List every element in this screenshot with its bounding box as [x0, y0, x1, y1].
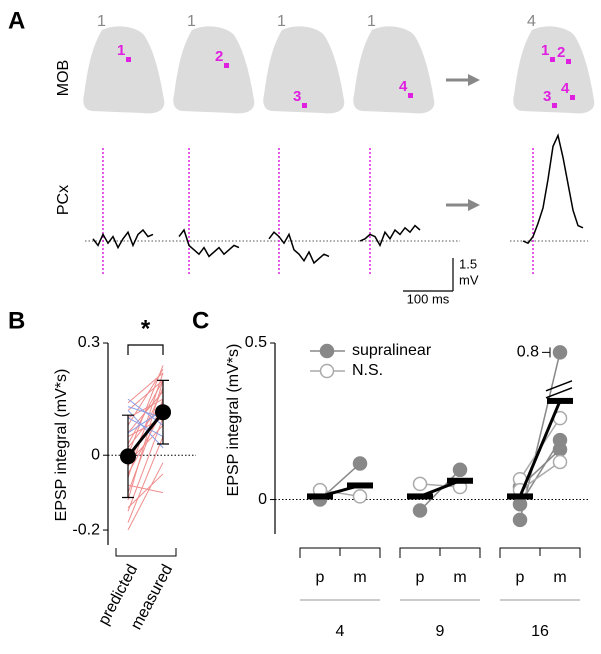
point	[412, 476, 428, 492]
legend-marker	[319, 343, 335, 359]
panel-label: C	[192, 307, 209, 334]
paired-line	[127, 417, 164, 437]
break-tick	[542, 347, 551, 358]
mean-point	[155, 404, 171, 421]
stim-count: 1	[367, 13, 376, 30]
stim-spot	[550, 57, 555, 62]
y-tick-label: 0	[258, 491, 267, 508]
mean-bar	[307, 493, 333, 500]
stim-spot	[408, 93, 413, 98]
spot-label: 3	[293, 88, 301, 105]
arrows	[446, 74, 480, 211]
bulb-outline	[353, 26, 435, 114]
point	[352, 489, 368, 504]
legend-label: supralinear	[352, 342, 432, 359]
stim-count: 1	[97, 13, 106, 30]
y-axis-label: EPSP integral (mV*s)	[53, 369, 70, 522]
group-bracket	[299, 547, 381, 558]
bulb-outline	[263, 26, 345, 114]
point	[452, 462, 468, 478]
group-label: 4	[336, 623, 345, 640]
mean-bar	[347, 482, 373, 489]
mean-point	[120, 448, 136, 465]
stim-spot	[302, 103, 307, 108]
row-label: MOB	[55, 60, 72, 96]
bulb-outline	[513, 26, 595, 114]
y-tick-label: 0	[91, 446, 100, 463]
spot-label: 3	[543, 88, 551, 105]
stim-count: 1	[187, 13, 196, 30]
trace	[92, 228, 154, 250]
stim-spot	[566, 59, 571, 64]
paired-line	[127, 484, 164, 494]
trace	[522, 133, 584, 245]
paired-line	[519, 461, 561, 491]
spot-label: 2	[215, 48, 223, 65]
point	[552, 442, 568, 457]
bulb-outline	[83, 26, 165, 114]
spot-label: 4	[561, 80, 570, 97]
group-label: 9	[436, 623, 445, 640]
stim-spot	[552, 103, 557, 108]
point	[552, 454, 568, 470]
stim-count: 1	[277, 13, 286, 30]
trace	[268, 231, 330, 265]
x-tick-label: m	[353, 569, 366, 586]
scalebar-label: mV	[459, 272, 479, 287]
x-tick-label: m	[553, 569, 566, 586]
break-tick-label: 0.8	[517, 344, 539, 361]
scalebar-label: 1.5	[459, 256, 477, 271]
mean-bar	[547, 397, 573, 404]
x-tick-label: p	[416, 569, 425, 586]
legend-label: N.S.	[352, 362, 383, 379]
category-axis	[115, 548, 177, 557]
group-bracket	[399, 547, 481, 558]
group-bracket	[499, 547, 581, 558]
mean-bar	[507, 493, 533, 500]
stim-spot	[224, 63, 229, 68]
spot-label: 4	[399, 78, 408, 95]
point	[412, 503, 428, 518]
point	[512, 512, 528, 528]
bulb-outline	[173, 26, 255, 114]
point	[512, 497, 528, 512]
paired-line	[127, 462, 164, 531]
x-tick-label: p	[516, 569, 525, 586]
paired-line	[127, 409, 164, 449]
legend-marker	[319, 363, 335, 379]
y-axis-label: EPSP integral (mV*s)	[225, 344, 242, 497]
y-tick-label: 0.5	[245, 334, 267, 351]
y-tick-label: 0.3	[78, 334, 100, 351]
panel-label: B	[8, 307, 25, 334]
significance-bracket	[127, 344, 164, 355]
mean-bar	[447, 477, 473, 484]
stim-spot	[126, 57, 131, 62]
stim-count: 4	[527, 13, 536, 30]
row-label: PCx	[55, 185, 72, 215]
paired-line	[127, 436, 164, 523]
panel-label: A	[8, 7, 25, 34]
paired-line	[127, 473, 164, 508]
x-tick-label: m	[453, 569, 466, 586]
significance: *	[141, 315, 151, 342]
mean-line	[518, 400, 562, 498]
y-tick-label: -0.2	[72, 521, 100, 538]
paired-line	[127, 372, 164, 404]
stim-spot	[570, 95, 575, 100]
mean-line	[126, 411, 165, 458]
paired-line	[127, 380, 164, 411]
trace	[178, 228, 240, 258]
mean-bar	[407, 493, 433, 500]
spot-label: 2	[557, 44, 565, 61]
x-tick-label: p	[316, 569, 325, 586]
trace	[359, 224, 421, 248]
point	[552, 345, 568, 360]
group-label: 16	[531, 623, 549, 640]
point	[352, 456, 368, 471]
scalebar-label: 100 ms	[407, 291, 450, 306]
spot-label: 1	[541, 42, 549, 59]
spot-label: 1	[117, 42, 125, 59]
axis-break	[545, 380, 573, 399]
